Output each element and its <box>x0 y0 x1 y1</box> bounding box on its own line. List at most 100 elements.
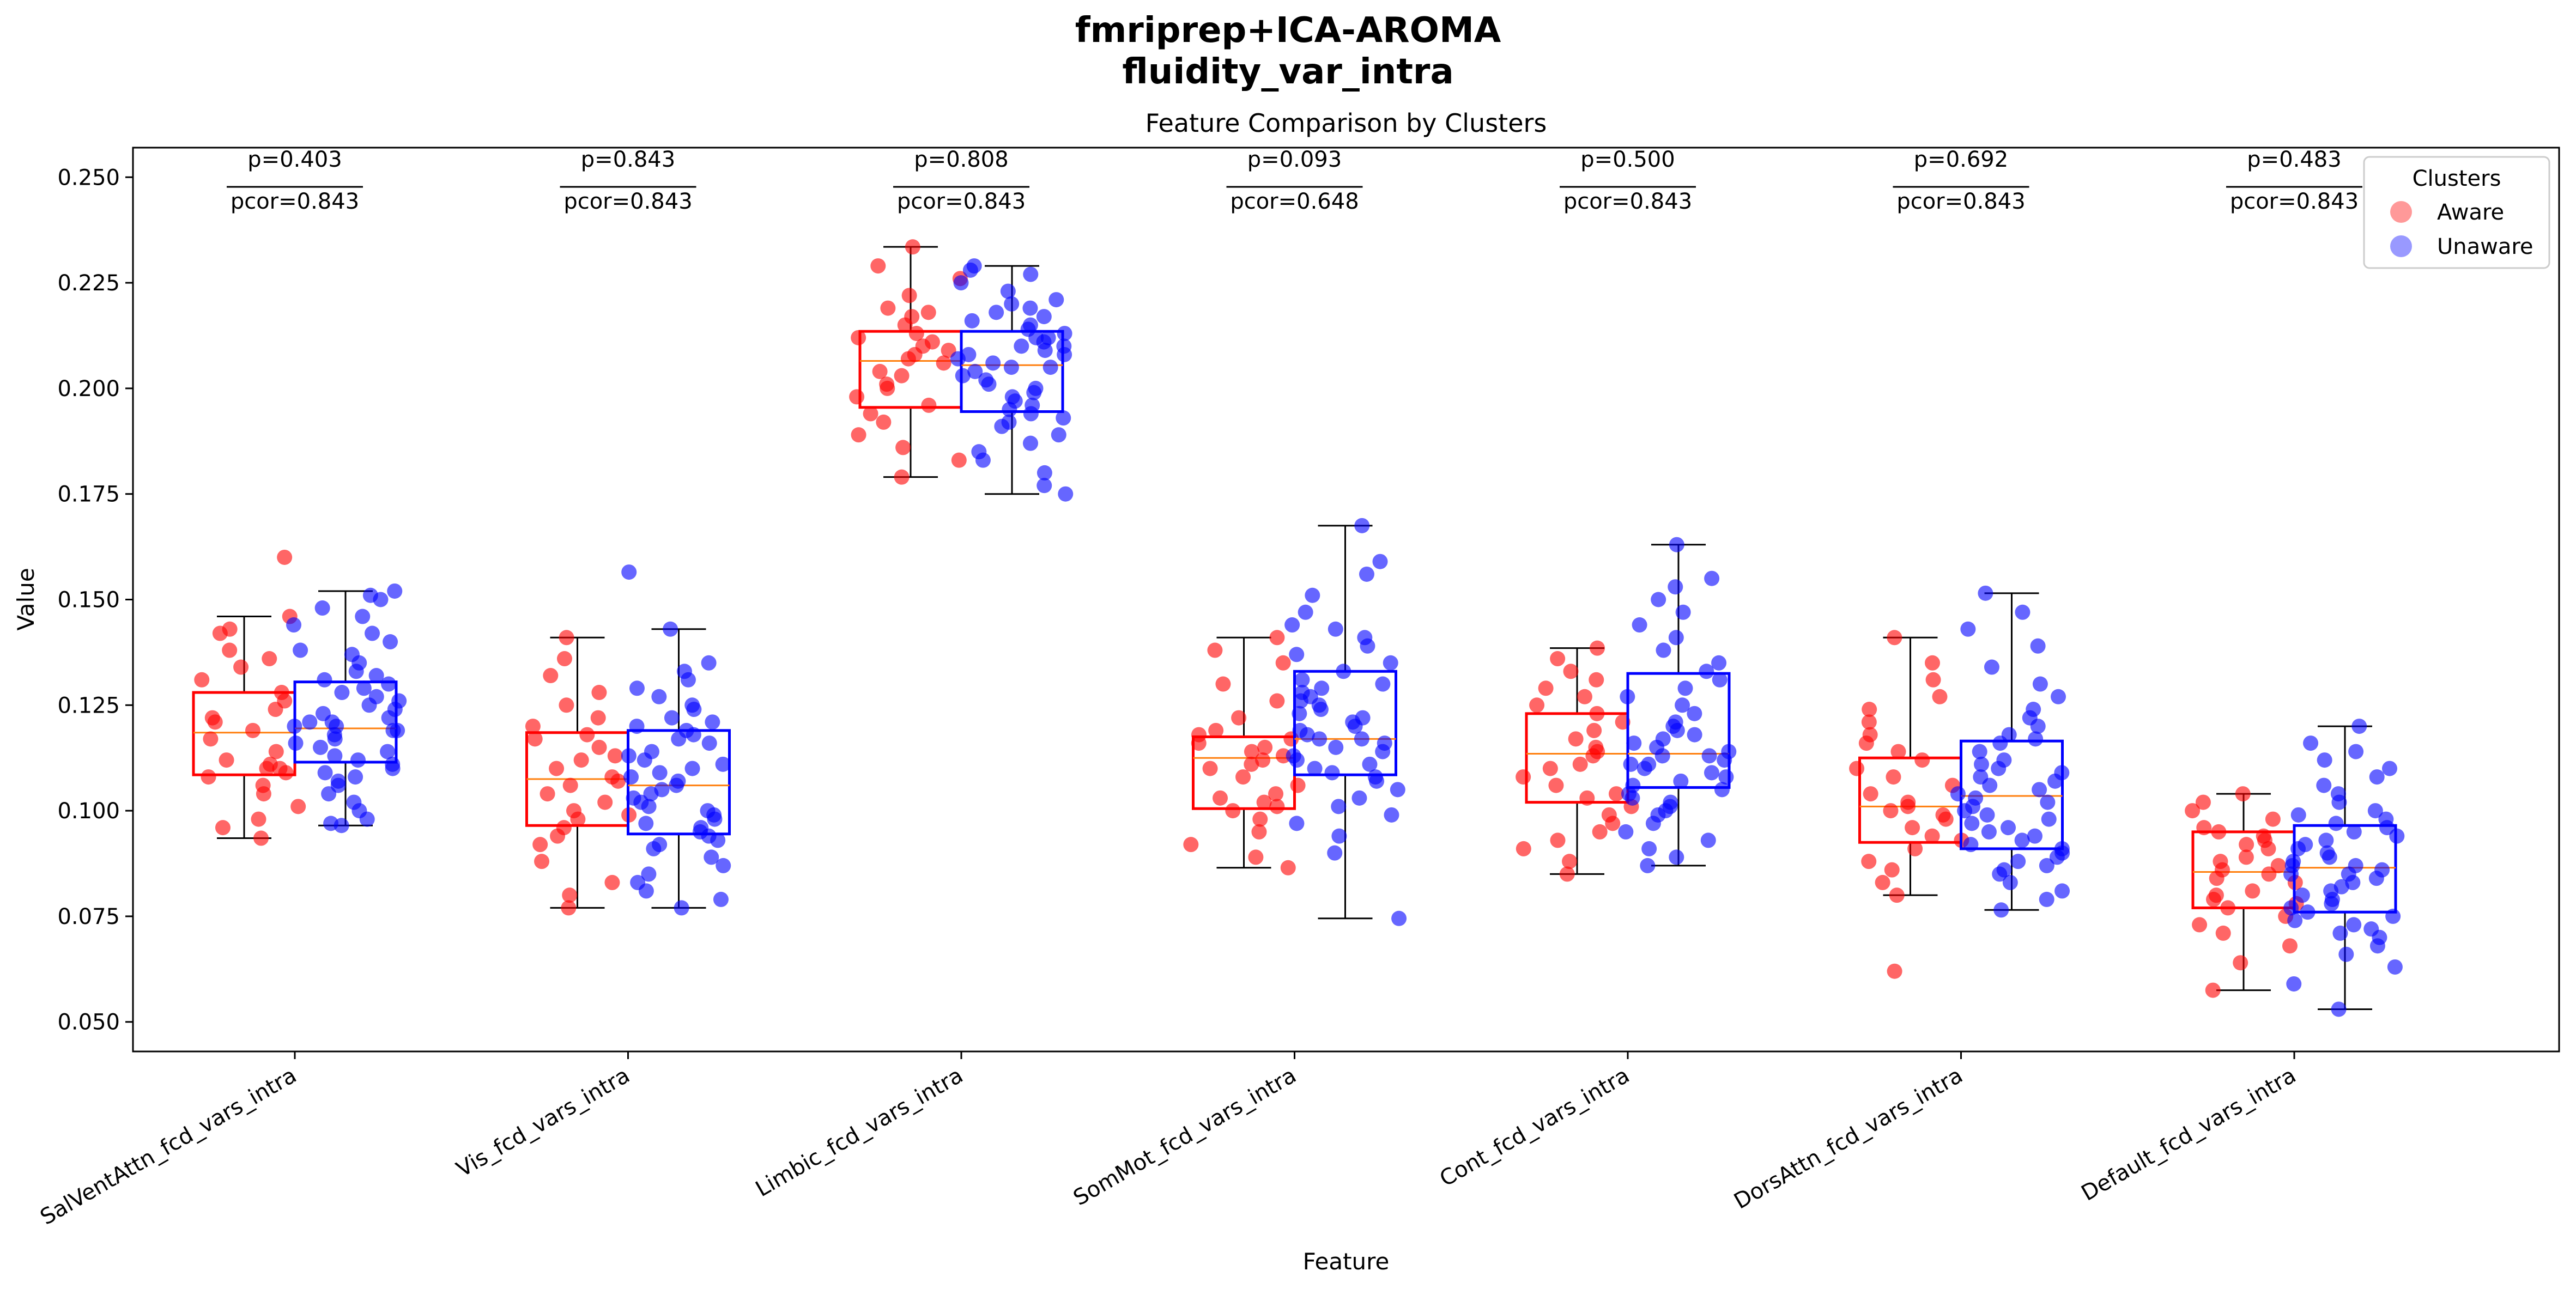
x-axis: SalVentAttn_fcd_vars_intra Vis_fcd_vars_i… <box>36 1051 2300 1230</box>
data-point-unaware <box>1377 735 1392 751</box>
legend-title: Clusters <box>2413 166 2501 191</box>
data-point-unaware <box>663 621 678 637</box>
data-point-unaware <box>346 794 362 810</box>
data-point-unaware <box>302 714 318 730</box>
data-point-unaware <box>684 697 700 713</box>
data-point-unaware <box>2351 719 2367 734</box>
data-point-unaware <box>1711 655 1727 671</box>
data-point-aware <box>579 727 595 743</box>
data-point-unaware <box>1687 727 1702 743</box>
data-point-unaware <box>1663 794 1678 810</box>
y-tick-label: 0.225 <box>57 271 120 296</box>
x-tick-label: SomMot_fcd_vars_intra <box>1069 1063 1300 1211</box>
data-point-unaware <box>2317 752 2332 768</box>
data-point-aware <box>1290 777 1306 793</box>
data-point-aware <box>2235 786 2251 802</box>
data-point-unaware <box>1037 478 1052 494</box>
data-point-aware <box>1589 672 1604 688</box>
data-point-unaware <box>1003 360 1019 375</box>
data-point-unaware <box>1004 296 1020 312</box>
data-point-unaware <box>1314 680 1330 696</box>
chart-title: Feature Comparison by Clusters <box>1145 108 1547 138</box>
data-point-aware <box>591 685 607 701</box>
box-group-unaware <box>293 590 398 826</box>
pcor-value-label: pcor=0.843 <box>897 189 1026 214</box>
data-point-unaware <box>1704 570 1720 586</box>
data-point-aware <box>219 752 234 768</box>
x-tick-label: SalVentAttn_fcd_vars_intra <box>36 1063 301 1230</box>
data-point-aware <box>201 769 216 785</box>
data-point-unaware <box>313 739 329 755</box>
data-point-aware <box>2233 955 2248 971</box>
data-point-aware <box>2195 794 2211 810</box>
data-point-unaware <box>1996 752 2012 768</box>
data-point-unaware <box>705 714 720 730</box>
data-point-unaware <box>1677 680 1693 696</box>
data-point-unaware <box>1375 676 1391 692</box>
data-point-aware <box>901 288 917 303</box>
data-point-unaware <box>2001 727 2017 743</box>
suptitle-line-2: fluidity_var_intra <box>1122 52 1454 92</box>
data-point-unaware <box>644 744 659 759</box>
data-point-aware <box>204 710 220 726</box>
data-point-aware <box>876 414 892 430</box>
data-point-aware <box>1213 790 1228 806</box>
data-point-unaware <box>964 313 980 329</box>
data-point-unaware <box>1668 579 1683 595</box>
data-point-unaware <box>1669 537 1684 552</box>
data-point-aware <box>1889 887 1905 903</box>
data-point-unaware <box>2378 811 2394 827</box>
data-point-unaware <box>621 748 637 764</box>
data-point-aware <box>573 752 589 768</box>
data-point-aware <box>556 820 572 836</box>
data-point-aware <box>233 659 249 675</box>
data-point-unaware <box>1996 862 2012 878</box>
data-point-aware <box>562 887 578 903</box>
data-point-unaware <box>678 722 694 738</box>
data-point-aware <box>921 397 937 413</box>
data-point-aware <box>194 672 210 688</box>
data-point-unaware <box>1312 731 1328 747</box>
data-point-unaware <box>2032 782 2047 798</box>
data-point-unaware <box>1292 722 1308 738</box>
legend-frame <box>2363 156 2550 269</box>
data-point-aware <box>1252 811 1268 827</box>
data-point-unaware <box>2039 858 2054 873</box>
data-point-aware <box>1577 689 1592 704</box>
data-point-aware <box>2215 925 2231 941</box>
data-point-aware <box>2265 811 2281 827</box>
data-point-unaware <box>1292 706 1307 721</box>
x-tick-label: DorsAttn_fcd_vars_intra <box>1730 1063 1967 1214</box>
data-point-aware <box>1589 706 1605 721</box>
data-point-aware <box>1563 664 1579 679</box>
data-point-aware <box>1588 739 1604 755</box>
box-group-aware <box>192 616 296 840</box>
data-point-unaware <box>1294 672 1310 688</box>
pcor-value-label: pcor=0.843 <box>231 189 359 214</box>
data-point-unaware <box>654 782 670 798</box>
p-value-label: p=0.692 <box>1914 147 2008 172</box>
data-point-unaware <box>1641 841 1657 856</box>
data-point-unaware <box>2286 854 2301 870</box>
data-point-unaware <box>1668 630 1684 646</box>
data-point-unaware <box>391 693 407 709</box>
x-tick-label: Default_fcd_vars_intra <box>2077 1063 2300 1206</box>
data-point-unaware <box>1328 739 1344 755</box>
data-point-aware <box>908 326 924 342</box>
data-point-aware <box>894 469 910 485</box>
data-point-aware <box>556 651 572 667</box>
data-point-aware <box>951 452 967 468</box>
data-point-unaware <box>2330 786 2346 802</box>
data-point-unaware <box>700 803 716 819</box>
x-tick-label: Vis_fcd_vars_intra <box>452 1063 634 1182</box>
data-point-unaware <box>621 564 637 580</box>
data-point-unaware <box>1981 824 1997 840</box>
data-point-aware <box>2205 982 2221 998</box>
y-tick-label: 0.175 <box>57 482 120 507</box>
pcor-value-label: pcor=0.843 <box>1563 189 1692 214</box>
data-point-aware <box>1861 854 1877 870</box>
data-point-unaware <box>2319 845 2335 861</box>
data-point-unaware <box>989 305 1004 320</box>
data-point-unaware <box>701 655 717 671</box>
data-point-unaware <box>2030 638 2046 654</box>
